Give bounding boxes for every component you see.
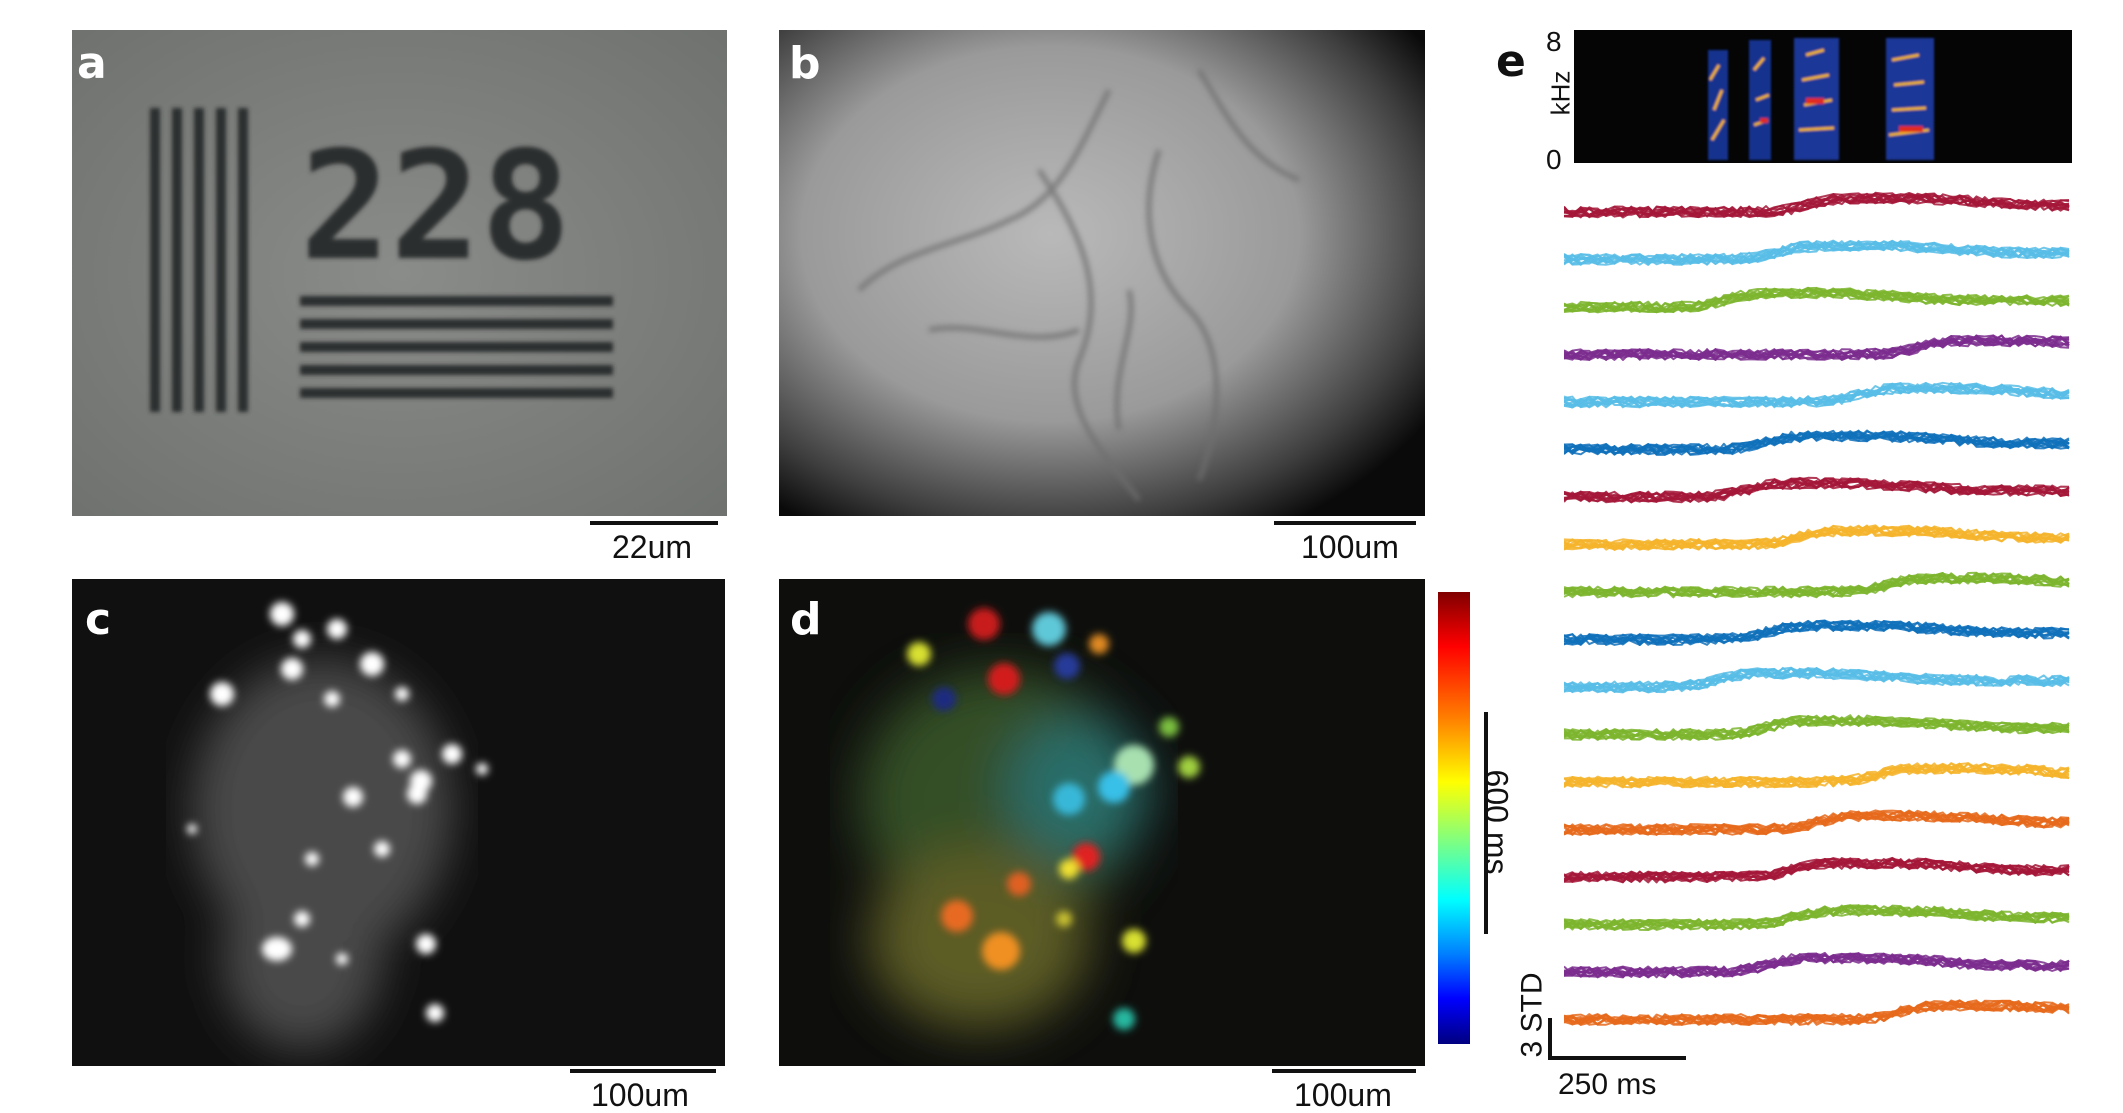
trial-trace	[1564, 810, 2070, 836]
trial-trace	[1564, 478, 2070, 503]
target-numbers: 228	[300, 120, 571, 294]
trial-trace	[1564, 383, 2070, 409]
colorbar	[1438, 592, 1470, 1044]
fluorescence-image	[187, 602, 488, 1049]
activity-map-image	[859, 608, 1200, 1030]
spectrogram-unit-label: kHz	[1545, 70, 1576, 116]
trial-trace	[1564, 193, 2070, 219]
x-scale-bar	[1548, 1056, 1686, 1060]
spectrogram	[1574, 30, 2072, 163]
trial-trace	[1564, 240, 2070, 266]
trace-row	[1564, 904, 2070, 931]
panel-label-d: d	[790, 594, 822, 645]
trial-trace	[1564, 619, 2070, 646]
panel-a-resolution-target: 228	[72, 30, 727, 516]
scale-bar-a	[590, 521, 718, 525]
trial-trace	[1564, 619, 2070, 646]
y-scale-label: 3 STD	[1515, 972, 1549, 1058]
trace-row	[1564, 334, 2070, 361]
trial-trace	[1564, 192, 2070, 219]
panel-label-a: a	[77, 38, 107, 89]
trial-trace	[1564, 430, 2070, 456]
trace-row	[1564, 191, 2070, 219]
trace-row	[1564, 381, 2070, 409]
trace-row	[1564, 476, 2070, 504]
brain-surface-image	[779, 30, 1425, 516]
trial-trace	[1564, 666, 2070, 693]
scale-bar-d	[1272, 1069, 1416, 1073]
resolution-target-image: 228	[72, 30, 727, 516]
x-scale-label: 250 ms	[1558, 1068, 1657, 1101]
trial-trace	[1564, 764, 2070, 788]
trace-row	[1564, 762, 2070, 789]
panel-label-e: e	[1496, 36, 1526, 87]
trial-trace	[1564, 429, 2070, 456]
trial-trace	[1564, 906, 2070, 931]
scale-label-b: 100um	[1301, 529, 1399, 565]
trace-row	[1564, 951, 2070, 979]
trace-row	[1564, 571, 2070, 599]
trial-trace	[1564, 430, 2070, 456]
y-scale-bar	[1548, 1018, 1552, 1058]
scale-label-d: 100um	[1294, 1077, 1392, 1113]
trial-trace	[1564, 668, 2070, 694]
scale-bar-b	[1274, 521, 1416, 525]
trace-row	[1564, 286, 2070, 314]
panel-label-b: b	[789, 38, 821, 89]
trial-trace	[1564, 715, 2070, 741]
trial-trace	[1564, 287, 2070, 313]
trace-row	[1564, 999, 2070, 1026]
trial-trace	[1564, 240, 2070, 266]
trial-trace	[1564, 953, 2070, 979]
trial-trace	[1564, 381, 2070, 409]
trial-trace	[1564, 335, 2069, 361]
panel-d-activity-map	[779, 579, 1425, 1066]
trial-trace	[1564, 762, 2070, 789]
trace-row	[1564, 239, 2070, 266]
trial-trace	[1564, 476, 2070, 504]
trial-trace	[1564, 525, 2070, 551]
colorbar-scale-label: 600 ms	[1478, 769, 1515, 875]
panel-c-fluorescence	[72, 579, 725, 1066]
panel-b-brain-surface	[779, 30, 1425, 516]
trial-trace	[1564, 479, 2070, 503]
scale-label-a: 22um	[612, 529, 693, 565]
trace-row	[1564, 809, 2070, 836]
colorbar-scale-bar	[1484, 712, 1488, 934]
trial-trace	[1564, 1000, 2070, 1026]
trace-row	[1564, 429, 2070, 456]
scale-bar-c	[570, 1069, 716, 1073]
trial-trace	[1564, 191, 2070, 219]
trial-trace	[1564, 857, 2070, 882]
trial-trace	[1564, 667, 2070, 692]
trial-trace	[1564, 240, 2070, 266]
trace-row	[1564, 524, 2070, 551]
trace-row	[1564, 714, 2070, 741]
trial-trace	[1564, 573, 2070, 598]
trace-row	[1564, 666, 2070, 694]
scale-label-c: 100um	[591, 1077, 689, 1113]
trial-trace	[1564, 334, 2070, 361]
panel-label-c: c	[85, 594, 112, 645]
spectrogram-bottom-label: 0	[1546, 144, 1562, 175]
trace-row	[1564, 619, 2070, 646]
trial-trace	[1564, 951, 2070, 978]
trace-row	[1564, 856, 2070, 884]
trial-trace	[1564, 715, 2070, 741]
trial-trace	[1564, 904, 2070, 931]
trial-trace	[1564, 572, 2070, 598]
trial-trace	[1564, 287, 2070, 314]
calcium-traces	[1564, 191, 2070, 1026]
spectrogram-top-label: 8	[1546, 26, 1562, 57]
